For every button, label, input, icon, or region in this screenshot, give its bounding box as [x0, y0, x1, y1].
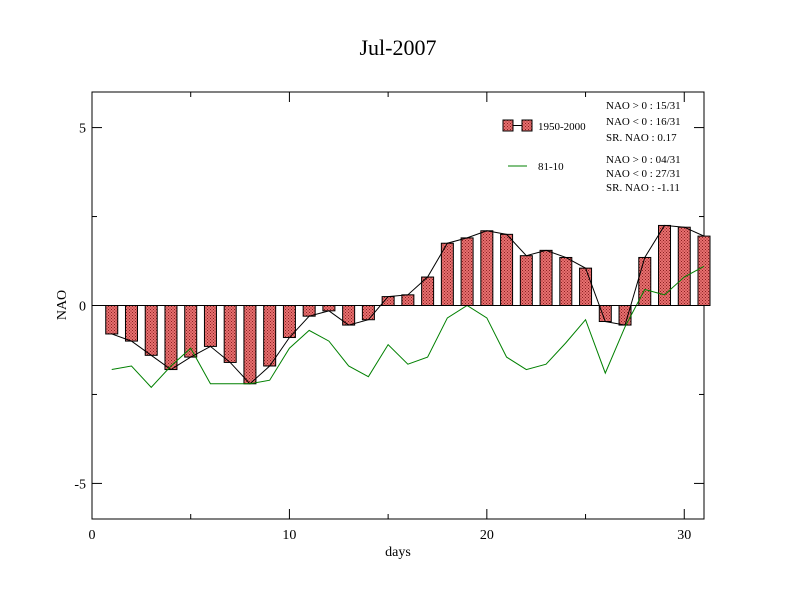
- bar-day-22: [519, 255, 533, 306]
- bar-day-24: [559, 256, 573, 306]
- bar-day-23: [539, 249, 553, 307]
- bar-day-5: [184, 305, 198, 358]
- x-axis-label: days: [385, 545, 411, 560]
- bar-day-21: [500, 233, 514, 306]
- line-series-81-10: [111, 265, 705, 389]
- bar-day-3: [144, 305, 158, 356]
- legend-bar-swatch-2: [521, 119, 533, 132]
- y-tick-label: 5: [79, 122, 86, 137]
- x-tick-label: 0: [89, 528, 96, 543]
- series-line-81-10: [111, 265, 705, 389]
- stat-positive-days: NAO > 0 : 04/31: [606, 154, 681, 166]
- bar-day-2: [124, 305, 138, 342]
- bar-day-9: [263, 305, 277, 367]
- bar-day-8: [243, 305, 257, 385]
- legend: 1950-2000 81-10: [502, 119, 586, 173]
- x-tick-label: 20: [480, 528, 494, 543]
- x-tick-label: 30: [677, 528, 691, 543]
- bar-day-25: [579, 267, 593, 307]
- stats-block-1950-2000: NAO > 0 : 15/31 NAO < 0 : 16/31 SR. NAO …: [606, 100, 681, 144]
- bar-day-18: [440, 242, 454, 307]
- bar-day-1: [105, 305, 119, 335]
- y-tick-label: -5: [74, 477, 86, 492]
- bar-day-6: [203, 305, 217, 347]
- stats-block-81-10: NAO > 0 : 04/31 NAO < 0 : 27/31 SR. NAO …: [606, 154, 681, 194]
- stat-negative-days: NAO < 0 : 27/31: [606, 168, 681, 180]
- bar-day-19: [460, 237, 474, 306]
- legend-label-81-10: 81-10: [538, 161, 564, 173]
- bar-top-line: [111, 224, 705, 385]
- x-tick-label: 10: [282, 528, 296, 543]
- legend-label-1950-2000: 1950-2000: [538, 121, 586, 133]
- chart-title: Jul-2007: [360, 35, 437, 60]
- bar-day-31: [697, 235, 711, 306]
- bar-day-26: [598, 305, 612, 323]
- stat-sr-nao: SR. NAO : 0.17: [606, 132, 677, 144]
- bar-top-connector-line: [111, 224, 705, 385]
- bar-day-4: [164, 305, 178, 371]
- stat-negative-days: NAO < 0 : 16/31: [606, 116, 681, 128]
- legend-bar-swatch: [502, 119, 514, 132]
- bar-day-16: [401, 294, 415, 307]
- stat-positive-days: NAO > 0 : 15/31: [606, 100, 681, 112]
- bar-day-30: [677, 226, 691, 306]
- bar-day-7: [223, 305, 237, 363]
- bar-day-20: [480, 230, 494, 306]
- y-tick-label: 0: [79, 300, 86, 315]
- bar-day-12: [322, 305, 336, 312]
- bar-day-27: [618, 305, 632, 326]
- bar-series-1950-2000: [105, 224, 711, 385]
- bar-day-14: [361, 305, 375, 321]
- y-axis-label: NAO: [55, 290, 70, 320]
- stat-sr-nao: SR. NAO : -1.11: [606, 182, 680, 194]
